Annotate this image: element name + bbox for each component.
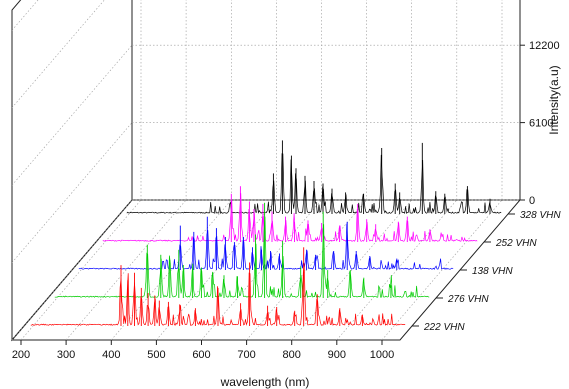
- left-gridline-z: [11, 45, 133, 186]
- z-axis-title: Intensity(a.u): [547, 65, 561, 134]
- floor-gridline-x: [65, 199, 187, 341]
- z-tick-label: 0: [529, 195, 535, 207]
- x-tick-label: 600: [192, 349, 210, 361]
- z-tick-label: 12200: [529, 40, 560, 52]
- x-tick-label: 800: [283, 349, 301, 361]
- series-label-0: 222 VHN: [423, 322, 465, 333]
- x-tick-label: 500: [147, 349, 165, 361]
- x-tick-label: 400: [102, 349, 120, 361]
- x-tick-label: 300: [57, 349, 75, 361]
- floor-gridline-x: [291, 199, 412, 341]
- floor-gridline-x: [111, 199, 232, 341]
- left-gridline-z: [11, 122, 133, 263]
- x-tick-label: 700: [237, 349, 255, 361]
- x-tick-label: 1000: [370, 349, 394, 361]
- x-axis-title: wavelength (nm): [220, 375, 310, 389]
- back-wall: [131, 0, 521, 201]
- series-label-1: 276 VHN: [447, 294, 489, 305]
- series-label-3: 252 VHN: [495, 238, 537, 249]
- series-label-4: 328 VHN: [520, 210, 561, 221]
- series-line-3: [102, 193, 478, 243]
- left-gridline-z: [11, 0, 105, 108]
- chart-walls: [10, 0, 522, 342]
- floor-gridline-x: [381, 199, 503, 341]
- floor-gridline-x: [20, 199, 142, 341]
- series-layer: [30, 140, 502, 327]
- series-label-2: 138 VHN: [472, 266, 513, 277]
- left-wall: [11, 0, 133, 342]
- left-gridline-z: [11, 199, 133, 341]
- left-gridline-z: [11, 0, 39, 31]
- tick-labels: 2003004005006007008009001000061001220018…: [12, 40, 562, 361]
- x-tick-label: 900: [328, 349, 346, 361]
- z-tick-label: 6100: [529, 118, 553, 130]
- x-tick-label: 200: [12, 349, 30, 361]
- series-line-1: [54, 216, 430, 299]
